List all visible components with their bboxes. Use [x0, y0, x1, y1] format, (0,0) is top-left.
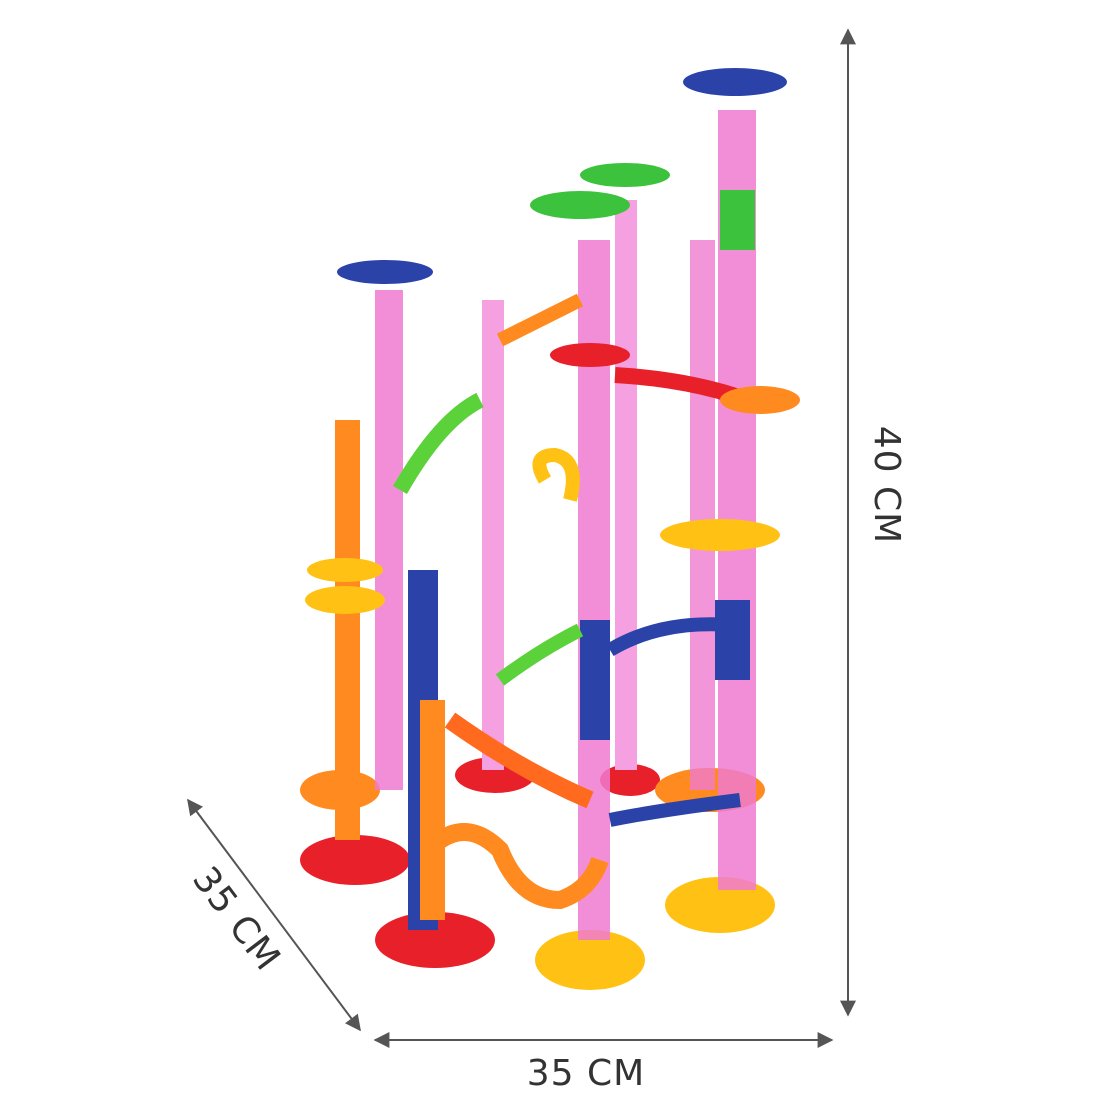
height-label: 40 CM: [866, 426, 907, 544]
depth-arrow: [187, 798, 361, 1032]
depth-label: 35 CM: [184, 859, 288, 978]
width-label: 35 CM: [527, 1053, 645, 1094]
marble-run-toy: [300, 68, 800, 990]
